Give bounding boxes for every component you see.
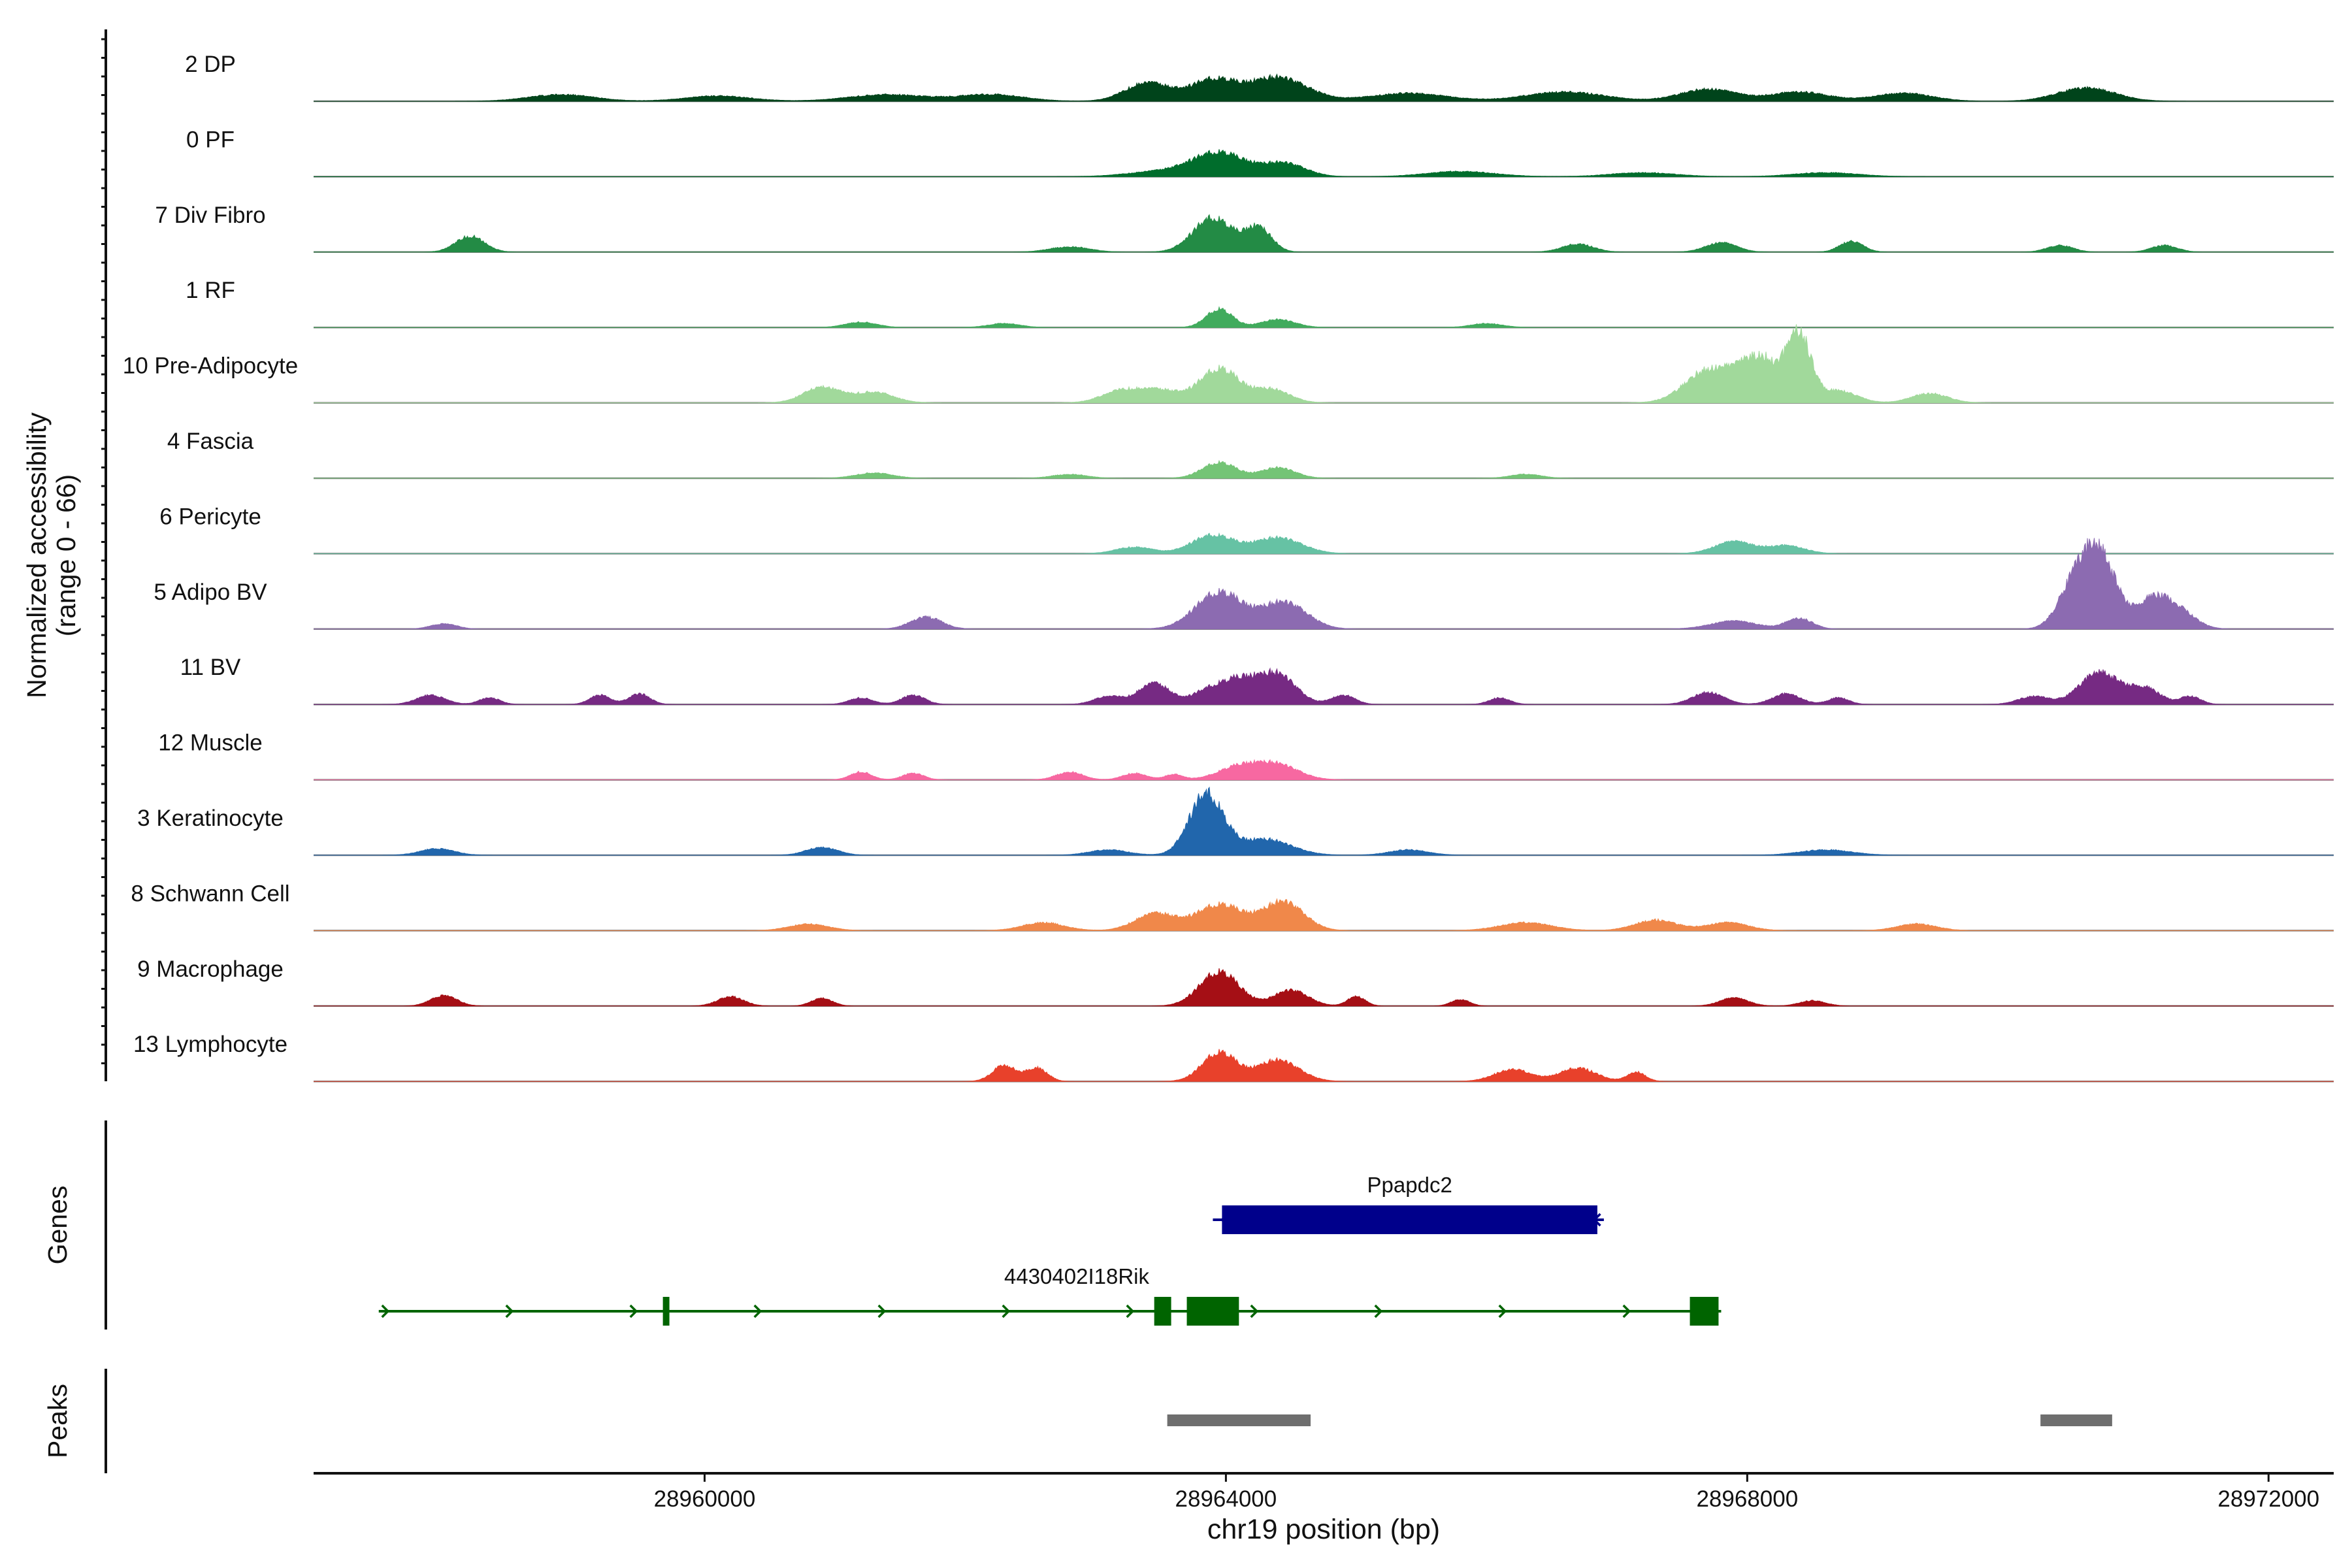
gene-name: 4430402I18Rik	[1004, 1264, 1150, 1288]
peak-regions	[1167, 1414, 2112, 1426]
track-14: 13 Lymphocyte	[133, 1032, 2334, 1083]
track-label: 13 Lymphocyte	[133, 1032, 287, 1057]
track-8: 5 Adipo BV	[154, 538, 2334, 630]
gene-1: Ppapdc2	[1213, 1173, 1604, 1234]
gene-2: 4430402I18Rik	[378, 1264, 1722, 1326]
coverage-area	[314, 786, 2334, 856]
gene-name: Ppapdc2	[1367, 1173, 1452, 1197]
track-label: 12 Muscle	[158, 730, 263, 756]
coverage-area	[314, 538, 2334, 630]
strand-arrow	[1002, 1304, 1011, 1318]
track-label: 3 Keratinocyte	[137, 806, 284, 831]
x-tick-label: 28972000	[2217, 1486, 2319, 1512]
track-4: 1 RF	[186, 278, 2334, 329]
genes-panel-label: Genes	[42, 1186, 73, 1265]
exon-block	[1222, 1205, 1597, 1234]
track-label: 10 Pre-Adipocyte	[123, 353, 298, 379]
track-2: 0 PF	[186, 127, 2334, 178]
coverage-area	[314, 214, 2334, 253]
track-label: 5 Adipo BV	[154, 580, 267, 605]
exon-block	[1690, 1297, 1719, 1326]
track-label: 7 Div Fibro	[155, 203, 265, 228]
x-axis-ticks: 28960000 28964000 28968000 28972000	[654, 1473, 2319, 1512]
track-7: 6 Pericyte	[159, 504, 2334, 555]
accessibility-y-axis-range-label: (range 0 - 66)	[51, 474, 81, 636]
x-tick-label: 28968000	[1696, 1486, 1798, 1512]
accessibility-y-axis-ticks	[101, 38, 106, 1064]
coverage-area	[314, 324, 2334, 404]
exon-block	[1186, 1297, 1239, 1326]
track-1: 2 DP	[185, 52, 2334, 103]
track-9: 11 BV	[180, 655, 2334, 706]
track-label: 1 RF	[186, 278, 235, 303]
coverage-area	[314, 149, 2334, 177]
track-label: 4 Fascia	[167, 429, 254, 454]
strand-arrow	[1250, 1304, 1259, 1318]
coverage-area	[314, 73, 2334, 102]
coverage-area	[314, 459, 2334, 479]
coverage-area	[314, 1049, 2334, 1082]
x-tick-label: 28964000	[1175, 1486, 1277, 1512]
track-label: 11 BV	[180, 655, 241, 680]
coverage-area	[314, 532, 2334, 554]
track-12: 8 Schwann Cell	[131, 881, 2334, 932]
coverage-area	[314, 306, 2334, 328]
strand-arrow	[1374, 1304, 1383, 1318]
strand-arrow	[381, 1304, 390, 1318]
track-11: 3 Keratinocyte	[137, 786, 2334, 857]
accessibility-y-axis-label: Normalized accessibility	[22, 412, 52, 698]
peaks-panel-label: Peaks	[42, 1384, 73, 1458]
track-13: 9 Macrophage	[137, 956, 2334, 1007]
track-6: 4 Fascia	[167, 429, 2334, 480]
track-label: 2 DP	[185, 52, 236, 77]
exon-block	[1154, 1297, 1171, 1326]
peak-region-bar	[2040, 1414, 2112, 1426]
coverage-area	[314, 667, 2334, 705]
track-label: 8 Schwann Cell	[131, 881, 289, 906]
strand-arrow	[505, 1304, 514, 1318]
coverage-tracks: 2 DP 0 PF 7 Div Fibro 1 RF 10 Pre-Adipocyte 4…	[123, 52, 2334, 1083]
coverage-area	[314, 968, 2334, 1007]
strand-arrow	[753, 1304, 762, 1318]
x-axis-label: chr19 position (bp)	[1207, 1514, 1440, 1545]
gene-annotations: Ppapdc2 4430402I18Rik	[378, 1173, 1722, 1326]
strand-arrow	[877, 1304, 887, 1318]
track-5: 10 Pre-Adipocyte	[123, 324, 2334, 404]
coverage-area	[314, 759, 2334, 781]
track-label: 0 PF	[186, 127, 235, 152]
exon-block	[662, 1297, 670, 1326]
peak-region-bar	[1167, 1414, 1311, 1426]
strand-arrow	[1498, 1304, 1507, 1318]
track-label: 6 Pericyte	[159, 504, 261, 529]
track-3: 7 Div Fibro	[155, 203, 2334, 253]
coverage-area	[314, 898, 2334, 931]
strand-arrow	[1622, 1304, 1631, 1318]
track-label: 9 Macrophage	[137, 956, 284, 982]
strand-arrow	[629, 1304, 638, 1318]
x-tick-label: 28960000	[654, 1486, 756, 1512]
strand-arrow	[1126, 1304, 1135, 1318]
track-10: 12 Muscle	[158, 730, 2334, 781]
